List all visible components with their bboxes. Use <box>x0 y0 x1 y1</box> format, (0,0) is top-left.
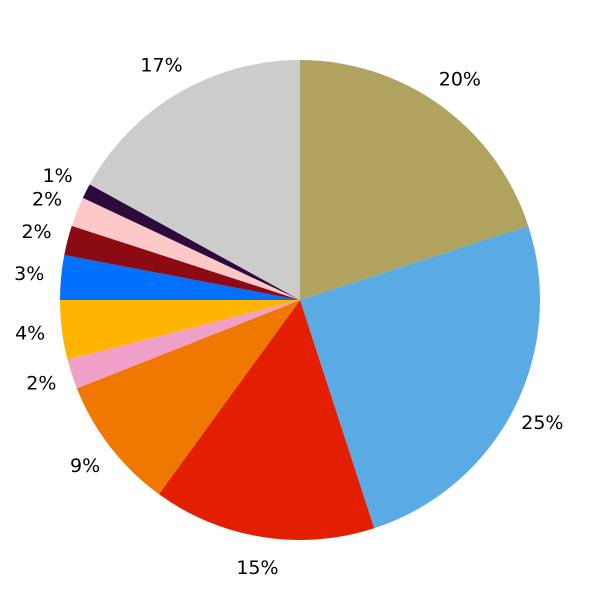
slice-label: 17% <box>140 54 182 76</box>
pie-slice <box>82 184 300 300</box>
slice-label: 9% <box>70 455 100 477</box>
slice-label: 3% <box>14 263 44 285</box>
pie-slice <box>60 300 300 360</box>
pie-slice <box>64 225 300 300</box>
slice-label: 2% <box>32 188 62 210</box>
pie-slice <box>71 197 301 300</box>
slice-label: 1% <box>43 165 73 187</box>
slice-label: 4% <box>15 323 45 345</box>
slice-label: 2% <box>21 221 51 243</box>
pie-slice <box>60 255 300 300</box>
pie-slice <box>89 60 300 300</box>
pie-slice <box>300 225 540 529</box>
pie-slice <box>300 60 529 300</box>
slice-label: 25% <box>521 412 563 434</box>
slice-label: 20% <box>439 68 481 90</box>
slice-label: 15% <box>236 557 278 579</box>
pie-slice <box>67 300 300 389</box>
pie-slice <box>158 300 375 540</box>
pie-slice <box>76 300 301 495</box>
slice-label: 2% <box>26 373 56 395</box>
